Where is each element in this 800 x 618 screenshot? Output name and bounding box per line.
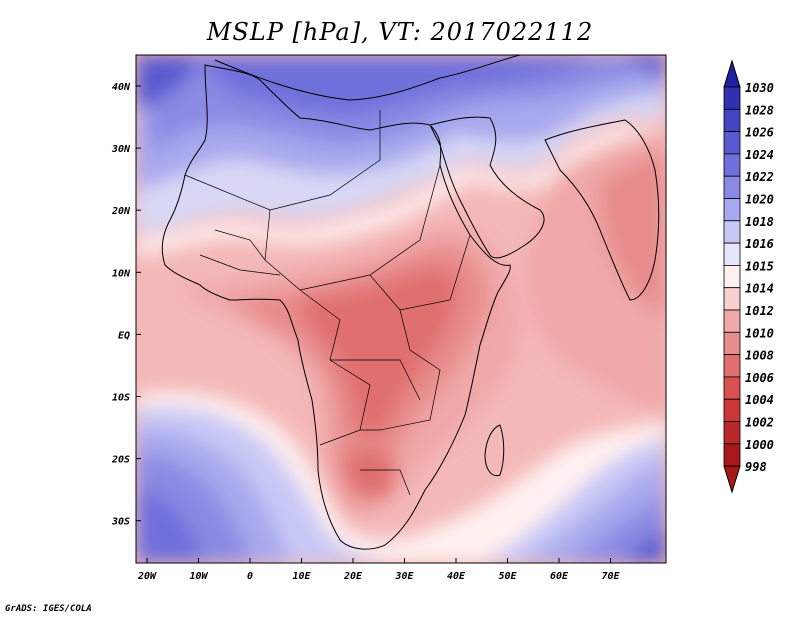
y-tick-label: EQ: [118, 330, 130, 341]
pressure-field: [136, 55, 666, 563]
map-title: MSLP [hPa], VT: 2017022112: [206, 18, 594, 46]
colorbar-swatch: [723, 198, 741, 222]
colorbar-swatch: [723, 309, 741, 333]
colorbar-label: 1008: [745, 349, 774, 363]
colorbar-label: 1024: [745, 148, 774, 162]
colorbar-swatch: [723, 398, 741, 422]
x-tick-label: 70E: [601, 571, 620, 582]
colorbar-swatch: [723, 331, 741, 355]
x-tick-label: 30E: [394, 571, 414, 582]
colorbar-label: 1022: [745, 170, 774, 184]
colorbar-swatch: [723, 108, 741, 133]
y-tick-label: 10S: [112, 393, 130, 404]
colorbar-label: 1004: [745, 393, 774, 407]
colorbar-swatch: [723, 287, 741, 311]
colorbar-swatch: [723, 86, 741, 110]
y-tick-label: 10N: [112, 268, 131, 279]
colorbar-label: 1030: [745, 81, 774, 95]
colorbar-bottom-arrow: [723, 465, 741, 494]
colorbar-label: 1000: [745, 438, 774, 452]
colorbar-swatch: [723, 131, 741, 155]
x-tick-label: 10W: [189, 571, 208, 582]
x-tick-label: 50E: [498, 571, 517, 582]
colorbar-swatch: [723, 376, 741, 400]
colorbar-label: 1014: [745, 282, 774, 296]
colorbar-swatch: [723, 443, 741, 467]
colorbar-label: 1002: [745, 416, 774, 430]
colorbar-swatch: [723, 354, 741, 378]
y-tick-label: 40N: [112, 82, 131, 93]
y-tick-label: 20S: [111, 455, 130, 466]
y-axis-ticks: 40N 30N 20N 10N EQ 10S 20S 30S: [111, 82, 141, 528]
coastlines: [161, 55, 660, 550]
colorbar-swatch: [723, 220, 741, 244]
y-tick-label: 30N: [111, 144, 131, 155]
colorbar: 1030 1028 1026 1024 1022 1020 1018 1016 1015 1014…: [723, 59, 774, 494]
grads-credit: GrADS: IGES/COLA: [5, 604, 92, 614]
colorbar-label: 1026: [745, 126, 774, 140]
country-borders: [184, 110, 471, 496]
x-tick-label: 40E: [447, 571, 466, 582]
colorbar-label: 1028: [745, 103, 774, 117]
colorbar-swatch: [723, 153, 741, 177]
map-frame: [135, 54, 667, 564]
colorbar-swatch: [723, 421, 741, 445]
colorbar-label: 1016: [745, 237, 774, 251]
colorbar-top-arrow: [723, 59, 741, 88]
colorbar-swatch: [723, 264, 741, 289]
y-tick-label: 30S: [111, 517, 130, 528]
colorbar-label: 1012: [745, 304, 774, 318]
colorbar-swatch: [723, 175, 741, 199]
colorbar-swatch: [723, 242, 741, 266]
colorbar-label: 1010: [745, 326, 774, 340]
x-tick-label: 0: [247, 571, 253, 582]
colorbar-label: 1015: [745, 259, 774, 273]
y-tick-label: 20N: [111, 206, 131, 217]
x-tick-label: 20W: [137, 571, 157, 582]
x-tick-label: 10E: [292, 571, 311, 582]
colorbar-label: 1018: [745, 215, 774, 229]
colorbar-label: 998: [745, 460, 767, 474]
x-axis-ticks: 20W 10W 0 10E 20E 30E 40E 50E 60E 70E: [137, 558, 621, 582]
x-tick-label: 60E: [550, 571, 569, 582]
colorbar-label: 1020: [745, 193, 774, 207]
x-tick-label: 20E: [343, 571, 363, 582]
colorbar-label: 1006: [745, 371, 774, 385]
